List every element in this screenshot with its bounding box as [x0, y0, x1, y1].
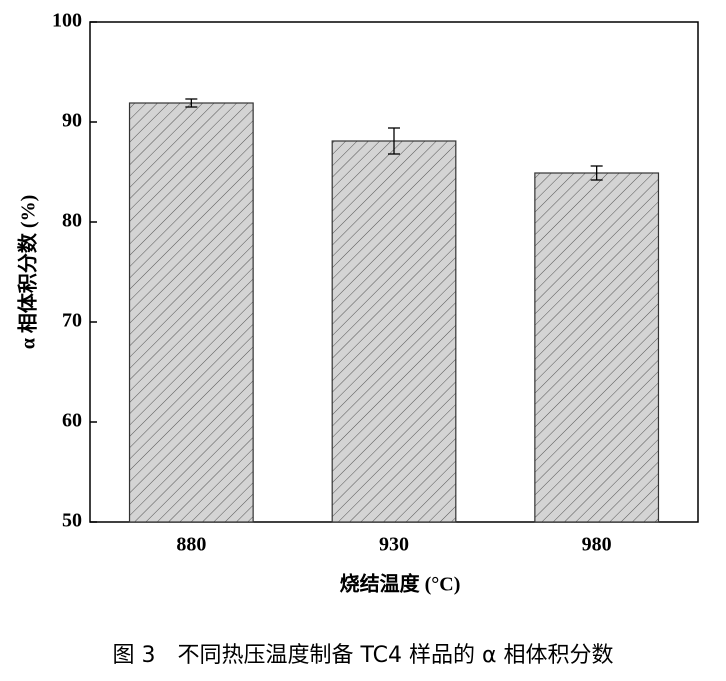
x-tick-label: 930 [379, 534, 409, 556]
x-tick-label: 980 [582, 534, 612, 556]
bar [128, 102, 254, 523]
y-tick-label: 50 [62, 510, 82, 532]
bar [534, 172, 660, 523]
y-tick-label: 90 [62, 110, 82, 132]
error-bar [590, 165, 603, 181]
caption: 图 3 不同热压温度制备 TC4 样品的 α 相体积分数 [113, 643, 614, 668]
bar [331, 140, 457, 523]
y-tick-label: 60 [62, 410, 82, 432]
error-bar [388, 127, 400, 155]
x-axis-label: 烧结温度 (°C) [340, 572, 461, 596]
y-tick-label: 100 [52, 10, 82, 32]
y-tick-label: 70 [62, 310, 82, 332]
y-tick-label: 80 [62, 210, 82, 232]
error-bar [185, 98, 198, 108]
x-tick-label: 880 [176, 534, 206, 556]
y-axis-label: α 相体积分数 (%) [16, 195, 40, 349]
